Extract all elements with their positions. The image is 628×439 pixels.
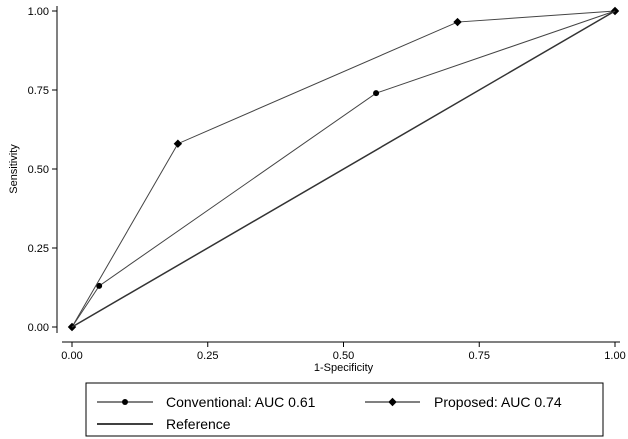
legend-box xyxy=(85,382,604,437)
data-point xyxy=(173,139,183,148)
y-tick-label: 0.75 xyxy=(28,85,49,97)
series-layer xyxy=(67,6,620,332)
x-tick-label: 0.00 xyxy=(61,350,82,362)
legend-marker xyxy=(388,397,397,407)
legend-label: Proposed: AUC 0.74 xyxy=(434,394,562,410)
y-axis-title: Sensitivity xyxy=(8,144,20,194)
legend-label: Reference xyxy=(166,416,231,432)
y-axis-ticks: 0.00 0.25 0.50 0.75 1.00 xyxy=(28,6,57,334)
series-reference xyxy=(71,10,616,328)
plot-area: 0.00 0.25 0.50 0.75 1.00 0.00 0.25 0.50 0.75 1.0… xyxy=(28,6,626,362)
legend-item: Proposed: AUC 0.74 xyxy=(365,394,562,410)
legend: Conventional: AUC 0.61 Proposed: AUC 0.74… xyxy=(85,382,604,437)
data-point xyxy=(453,17,462,27)
series-line xyxy=(71,10,616,328)
legend-label: Conventional: AUC 0.61 xyxy=(166,394,316,410)
legend-marker xyxy=(122,399,128,405)
legend-item: Reference xyxy=(97,416,231,432)
y-tick-label: 0.00 xyxy=(28,322,49,334)
legend-item: Conventional: AUC 0.61 xyxy=(97,394,316,410)
y-tick-label: 1.00 xyxy=(28,6,49,18)
series-proposed xyxy=(67,6,620,332)
x-tick-label: 0.25 xyxy=(197,350,218,362)
data-point xyxy=(373,90,380,97)
x-axis-ticks: 0.00 0.25 0.50 0.75 1.00 xyxy=(61,342,626,362)
x-axis-title: 1-Specificity xyxy=(314,362,374,374)
x-tick-label: 0.75 xyxy=(469,350,490,362)
series-line xyxy=(71,10,616,328)
y-tick-label: 0.50 xyxy=(28,164,49,176)
data-point xyxy=(96,282,103,289)
x-tick-label: 0.50 xyxy=(333,350,354,362)
x-tick-label: 1.00 xyxy=(604,350,625,362)
series-line xyxy=(71,10,616,328)
y-tick-label: 0.25 xyxy=(28,243,49,255)
